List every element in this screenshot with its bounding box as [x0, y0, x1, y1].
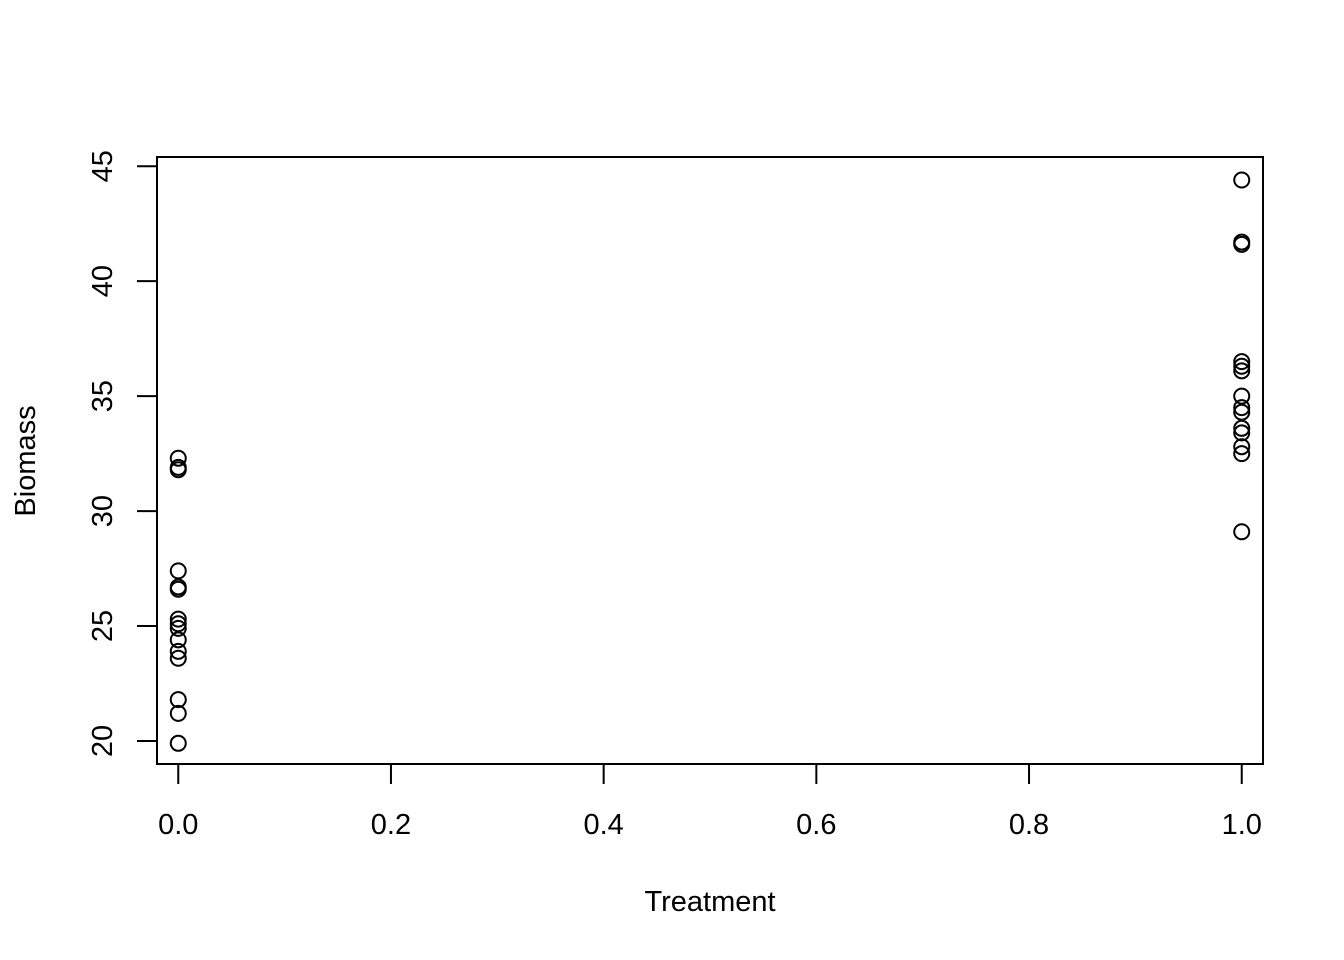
data-point [169, 580, 187, 598]
data-point [1233, 438, 1251, 456]
data-point [169, 642, 187, 660]
data-point [1233, 419, 1251, 437]
data-point [169, 734, 187, 752]
data-point [1233, 387, 1251, 405]
y-tick-label: 35 [87, 380, 119, 412]
plot-frame [156, 156, 1264, 765]
data-point [1233, 353, 1251, 371]
y-tick-label: 25 [87, 610, 119, 642]
data-point [169, 449, 187, 467]
data-points [169, 171, 1251, 752]
data-point [169, 619, 187, 637]
x-tick-label: 1.0 [1222, 809, 1262, 841]
data-point [1233, 523, 1251, 541]
data-point [169, 649, 187, 667]
x-tick-label: 0.0 [158, 809, 198, 841]
data-point [169, 610, 187, 628]
data-point [1233, 362, 1251, 380]
x-tick-label: 0.4 [583, 809, 623, 841]
y-axis-label: Biomass [10, 405, 42, 516]
y-tick-label: 45 [87, 150, 119, 182]
data-point [1233, 445, 1251, 463]
data-point [1233, 424, 1251, 442]
y-tick-label: 30 [87, 495, 119, 527]
y-tick-label: 20 [87, 725, 119, 757]
x-axis: 0.0 0.2 0.4 0.6 0.8 1.0 [158, 763, 1262, 841]
y-axis: 20 25 30 35 40 45 [87, 150, 158, 757]
data-point [1233, 399, 1251, 417]
x-axis-label: Treatment [644, 886, 775, 918]
data-point [169, 615, 187, 633]
data-point [169, 562, 187, 580]
data-point [169, 631, 187, 649]
data-point [1233, 235, 1251, 253]
data-point [169, 691, 187, 709]
data-point [169, 704, 187, 722]
y-tick-label: 40 [87, 265, 119, 297]
data-point [169, 461, 187, 479]
x-tick-label: 0.2 [371, 809, 411, 841]
data-point [1233, 357, 1251, 375]
x-tick-label: 0.8 [1009, 809, 1049, 841]
data-point [1233, 403, 1251, 421]
x-tick-label: 0.6 [796, 809, 836, 841]
data-point [1233, 171, 1251, 189]
